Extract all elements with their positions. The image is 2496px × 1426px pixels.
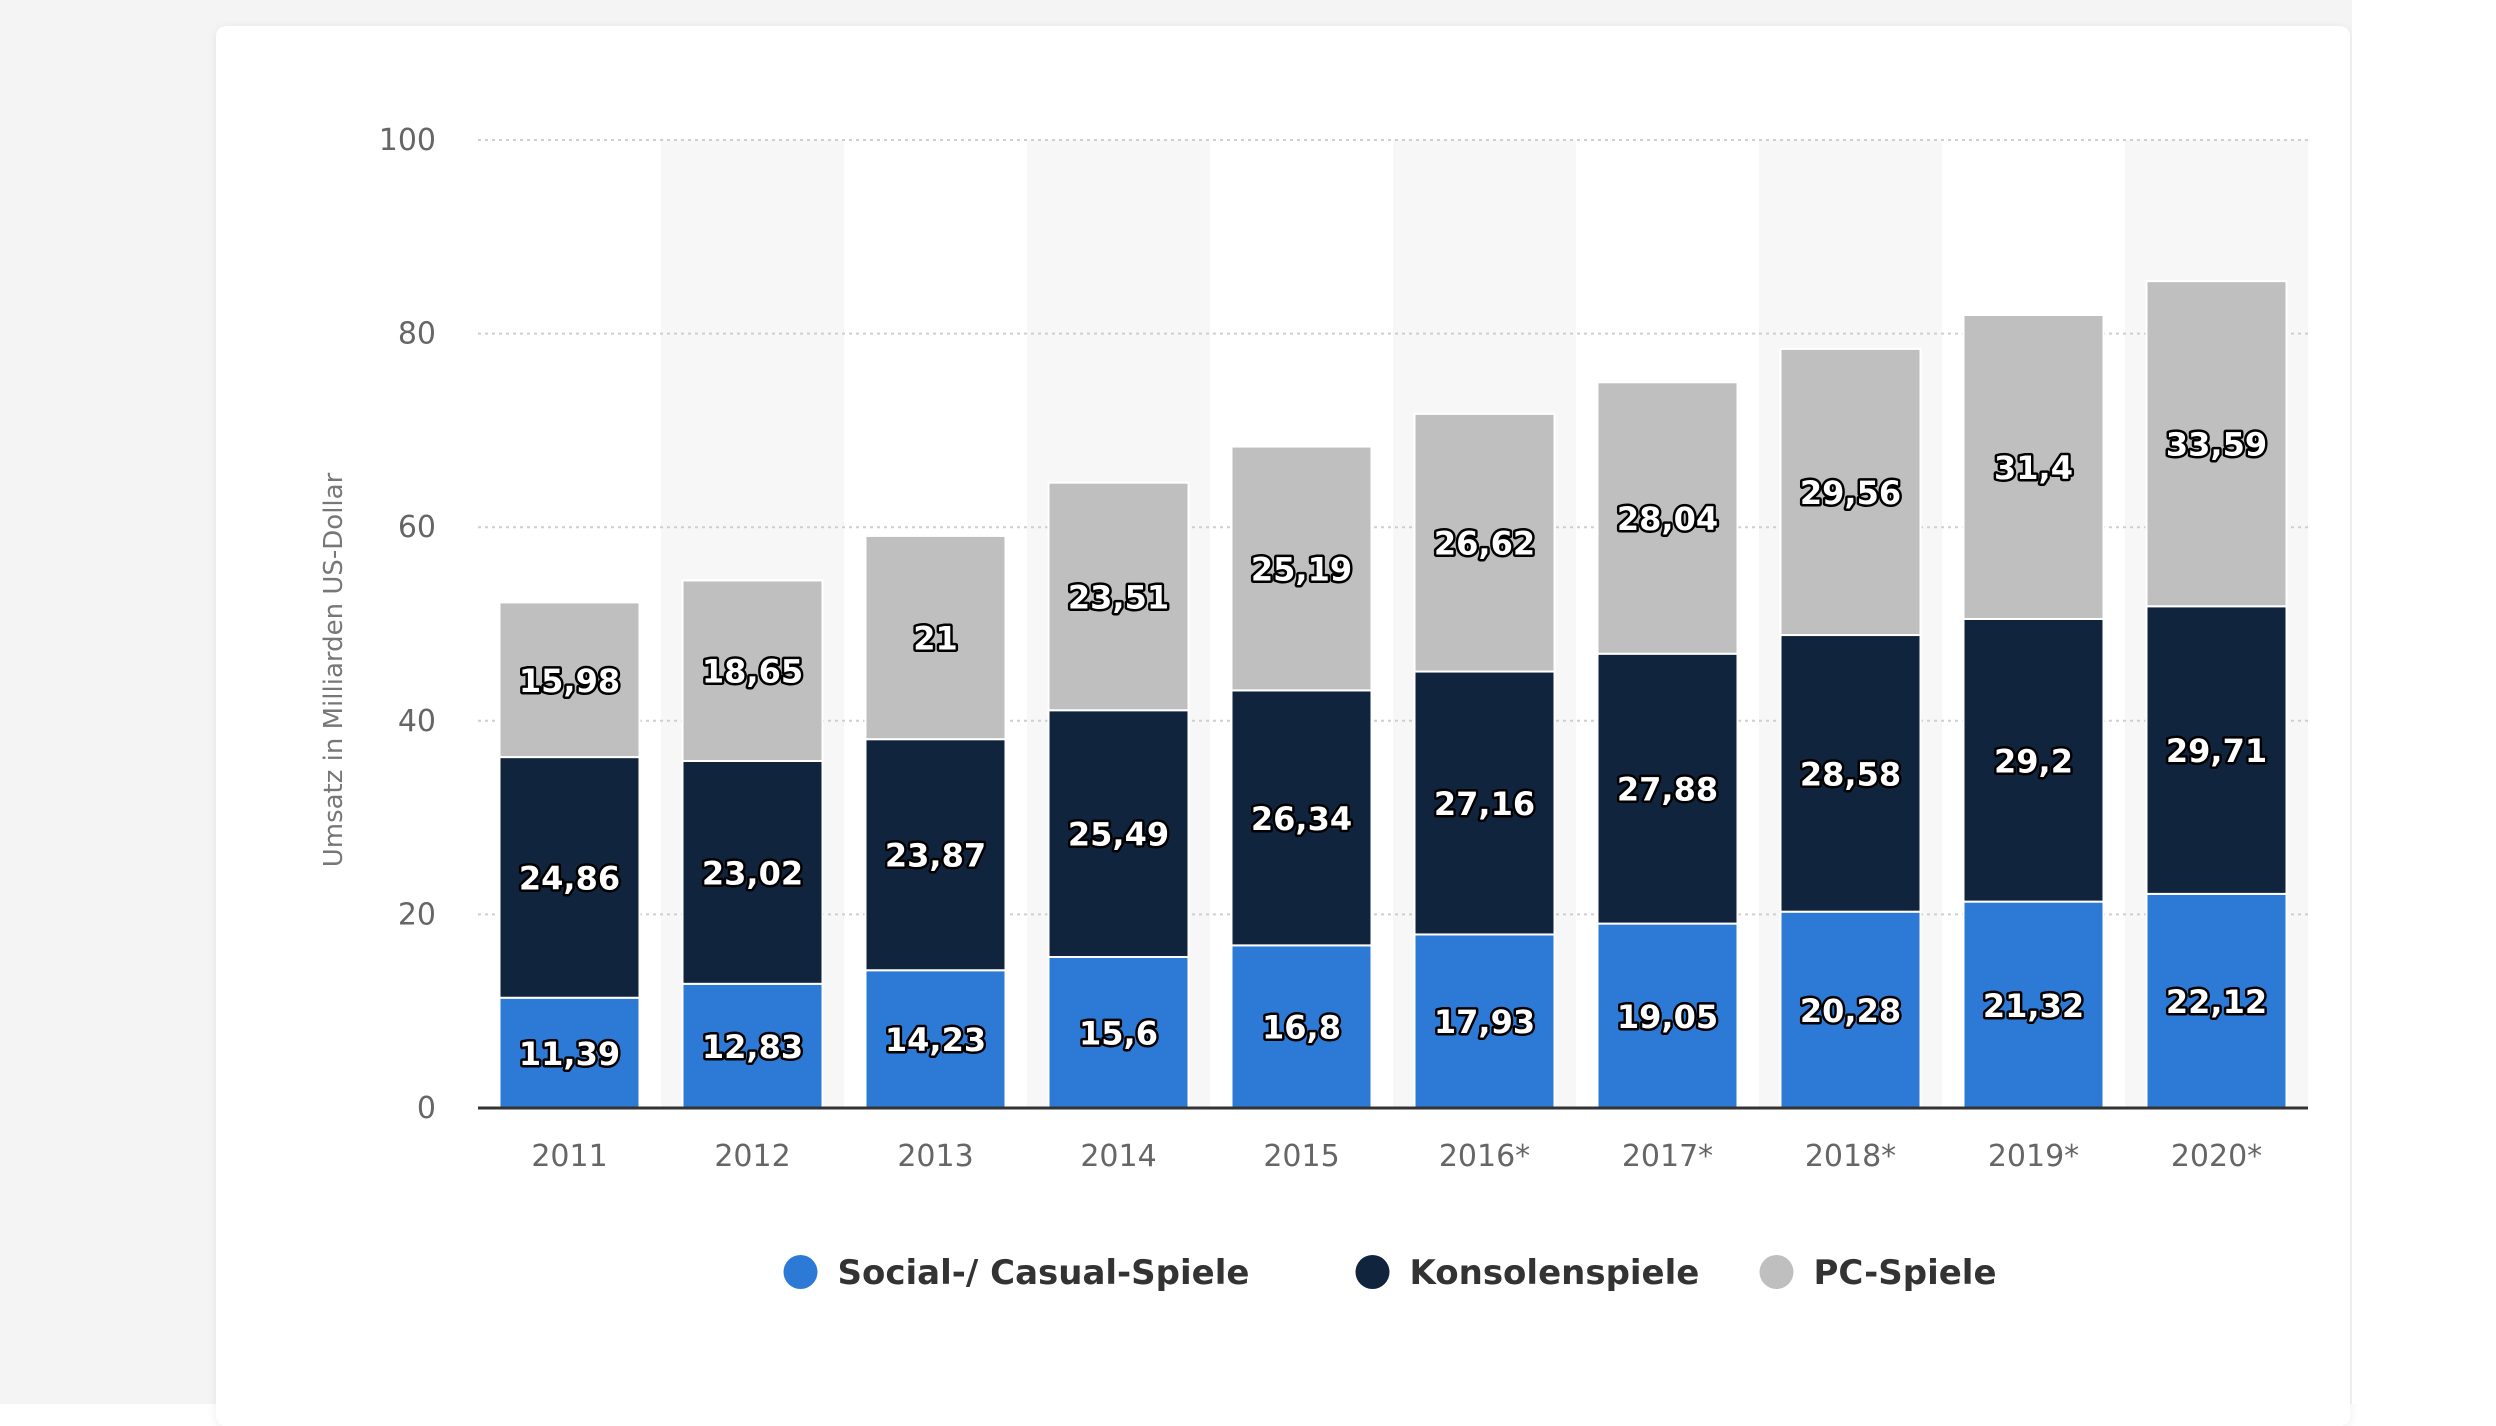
bar-segment (1047, 709, 1190, 958)
y-tick-label: 0 (417, 1091, 436, 1126)
x-tick-label: 2011 (531, 1139, 607, 1174)
data-label: 16,8 (1262, 1009, 1341, 1047)
data-label: 23,87 (885, 837, 986, 875)
bar-segment (1230, 944, 1373, 1109)
bar-segment (1413, 412, 1556, 673)
y-tick-label: 100 (379, 123, 436, 158)
bar-segment (1047, 481, 1190, 712)
y-tick-label: 60 (398, 510, 436, 545)
bar-segment (681, 982, 824, 1109)
data-label: 29,56 (1800, 474, 1901, 512)
page-right-margin (2352, 0, 2496, 1404)
bar-segment (681, 579, 824, 762)
data-label: 11,39 (519, 1035, 620, 1073)
data-label: 29,71 (2166, 732, 2267, 770)
bar-segment (1230, 689, 1373, 947)
bar-segment (498, 601, 641, 759)
bar-segment (2145, 605, 2288, 895)
bar-segment (1596, 381, 1739, 655)
x-tick-label: 2018* (1805, 1139, 1896, 1174)
bar-segment (864, 534, 1007, 741)
legend-label: Social-/ Casual-Spiele (838, 1253, 1250, 1293)
legend-marker (783, 1255, 818, 1289)
data-label: 28,58 (1800, 755, 1901, 793)
data-label: 27,88 (1617, 771, 1718, 809)
data-label: 25,49 (1068, 816, 1169, 854)
x-tick-label: 2016* (1439, 1139, 1530, 1174)
bars: 11,39 24,86 15,98 12,83 23,02 18,65 14,23 23,87… (498, 280, 2288, 1110)
y-tick-label: 80 (398, 317, 436, 352)
x-tick-label: 2012 (714, 1139, 790, 1174)
data-label: 23,02 (702, 854, 803, 892)
bar-segment (1413, 933, 1556, 1110)
data-label: 29,2 (1994, 742, 2073, 780)
bar-segment (864, 969, 1007, 1109)
data-label: 21 (913, 620, 958, 658)
bar-segment (498, 756, 641, 999)
x-axis: 2011 2012 2013 2014 2015 2016* 2017* 2018* 2019*… (478, 1106, 2308, 1174)
legend-label: Konsolenspiele (1410, 1253, 1700, 1293)
data-label: 19,05 (1617, 998, 1718, 1036)
data-label: 20,28 (1800, 992, 1901, 1030)
legend-label: PC-Spiele (1814, 1253, 1997, 1293)
y-tick-label: 20 (398, 897, 436, 932)
x-tick-label: 2017* (1622, 1139, 1713, 1174)
data-label: 12,83 (702, 1028, 803, 1066)
data-label: 26,62 (1434, 525, 1535, 563)
data-label: 22,12 (2166, 983, 2267, 1021)
data-label: 15,6 (1079, 1014, 1158, 1052)
data-label: 23,51 (1068, 578, 1169, 616)
bar-segment (1596, 922, 1739, 1110)
data-label: 14,23 (885, 1021, 986, 1059)
bar-segment (498, 996, 641, 1110)
bar-segment (1962, 617, 2105, 903)
bar-segment (681, 759, 824, 985)
bar-segment (2145, 280, 2288, 608)
bar-segment (1230, 445, 1373, 692)
legend-marker (1759, 1255, 1794, 1289)
bar-segment (1962, 900, 2105, 1109)
legend: Social-/ Casual-Spiele Konsolenspiele PC-S… (783, 1253, 1997, 1293)
bar-segment (1779, 634, 1922, 913)
x-tick-label: 2014 (1080, 1139, 1156, 1174)
data-label: 18,65 (702, 653, 803, 691)
data-label: 28,04 (1617, 500, 1718, 538)
data-label: 15,98 (519, 662, 620, 700)
data-label: 24,86 (519, 859, 620, 897)
bar-segment (1962, 314, 2105, 620)
y-tick-label: 40 (398, 704, 436, 739)
x-tick-label: 2015 (1263, 1139, 1339, 1174)
data-label: 17,93 (1434, 1003, 1535, 1041)
data-label: 25,19 (1251, 550, 1352, 588)
data-label: 26,34 (1251, 800, 1352, 838)
data-label: 31,4 (1994, 449, 2073, 487)
data-label: 33,59 (2166, 426, 2267, 464)
bar-segment (864, 738, 1007, 972)
x-tick-label: 2019* (1988, 1139, 2079, 1174)
bar-segment (1596, 652, 1739, 925)
bar-segment (1779, 910, 1922, 1109)
data-label: 21,32 (1983, 987, 2084, 1025)
x-tick-label: 2013 (897, 1139, 973, 1174)
y-axis: Umsatz in Milliarden US-Dollar 0 20 40 60 80… (319, 123, 436, 1126)
bar-segment (2145, 892, 2288, 1110)
bar-segment (1413, 670, 1556, 936)
bar-segment (1779, 347, 1922, 637)
bar-segment (1047, 955, 1190, 1109)
x-tick-label: 2020* (2171, 1139, 2262, 1174)
data-label: 27,16 (1434, 785, 1535, 823)
y-axis-title: Umsatz in Milliarden US-Dollar (319, 472, 349, 867)
legend-marker (1355, 1255, 1390, 1289)
